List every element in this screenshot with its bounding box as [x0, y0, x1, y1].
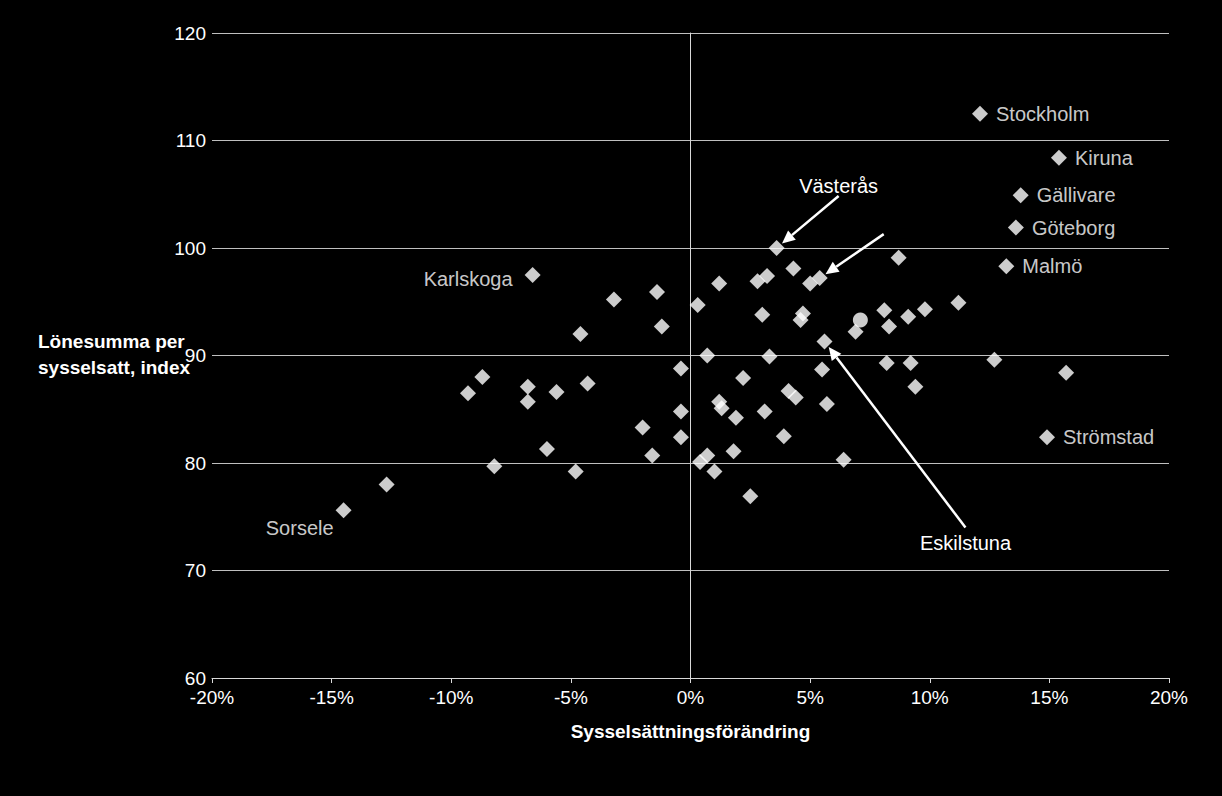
svg-text:Göteborg: Göteborg — [1032, 217, 1115, 239]
svg-text:Malmö: Malmö — [1022, 255, 1082, 277]
svg-text:Sysselsättningsförändring: Sysselsättningsförändring — [571, 721, 811, 742]
svg-text:Sorsele: Sorsele — [266, 517, 334, 539]
svg-text:20%: 20% — [1150, 687, 1188, 708]
svg-text:-15%: -15% — [309, 687, 353, 708]
svg-text:0%: 0% — [677, 687, 705, 708]
svg-text:-10%: -10% — [429, 687, 473, 708]
svg-text:70: 70 — [185, 560, 206, 581]
svg-text:Lönesumma per: Lönesumma per — [38, 331, 190, 352]
svg-text:-20%: -20% — [190, 687, 234, 708]
svg-text:120: 120 — [174, 23, 206, 44]
svg-text:Eskilstuna: Eskilstuna — [920, 532, 1012, 554]
svg-text:sysselsatt, index: sysselsatt, index — [38, 357, 191, 378]
svg-text:90: 90 — [185, 345, 206, 366]
svg-text:Kiruna: Kiruna — [1075, 147, 1134, 169]
svg-text:Stockholm: Stockholm — [996, 103, 1089, 125]
svg-text:110: 110 — [176, 130, 206, 151]
svg-text:Gällivare: Gällivare — [1037, 184, 1116, 206]
svg-text:5%: 5% — [796, 687, 824, 708]
svg-text:-5%: -5% — [554, 687, 588, 708]
svg-text:100: 100 — [174, 238, 206, 259]
svg-text:60: 60 — [185, 668, 206, 689]
svg-text:Karlskoga: Karlskoga — [424, 268, 514, 290]
svg-text:10%: 10% — [911, 687, 949, 708]
svg-text:15%: 15% — [1030, 687, 1068, 708]
svg-text:Västerås: Västerås — [799, 175, 878, 197]
svg-text:80: 80 — [185, 453, 206, 474]
svg-text:Strömstad: Strömstad — [1063, 426, 1154, 448]
